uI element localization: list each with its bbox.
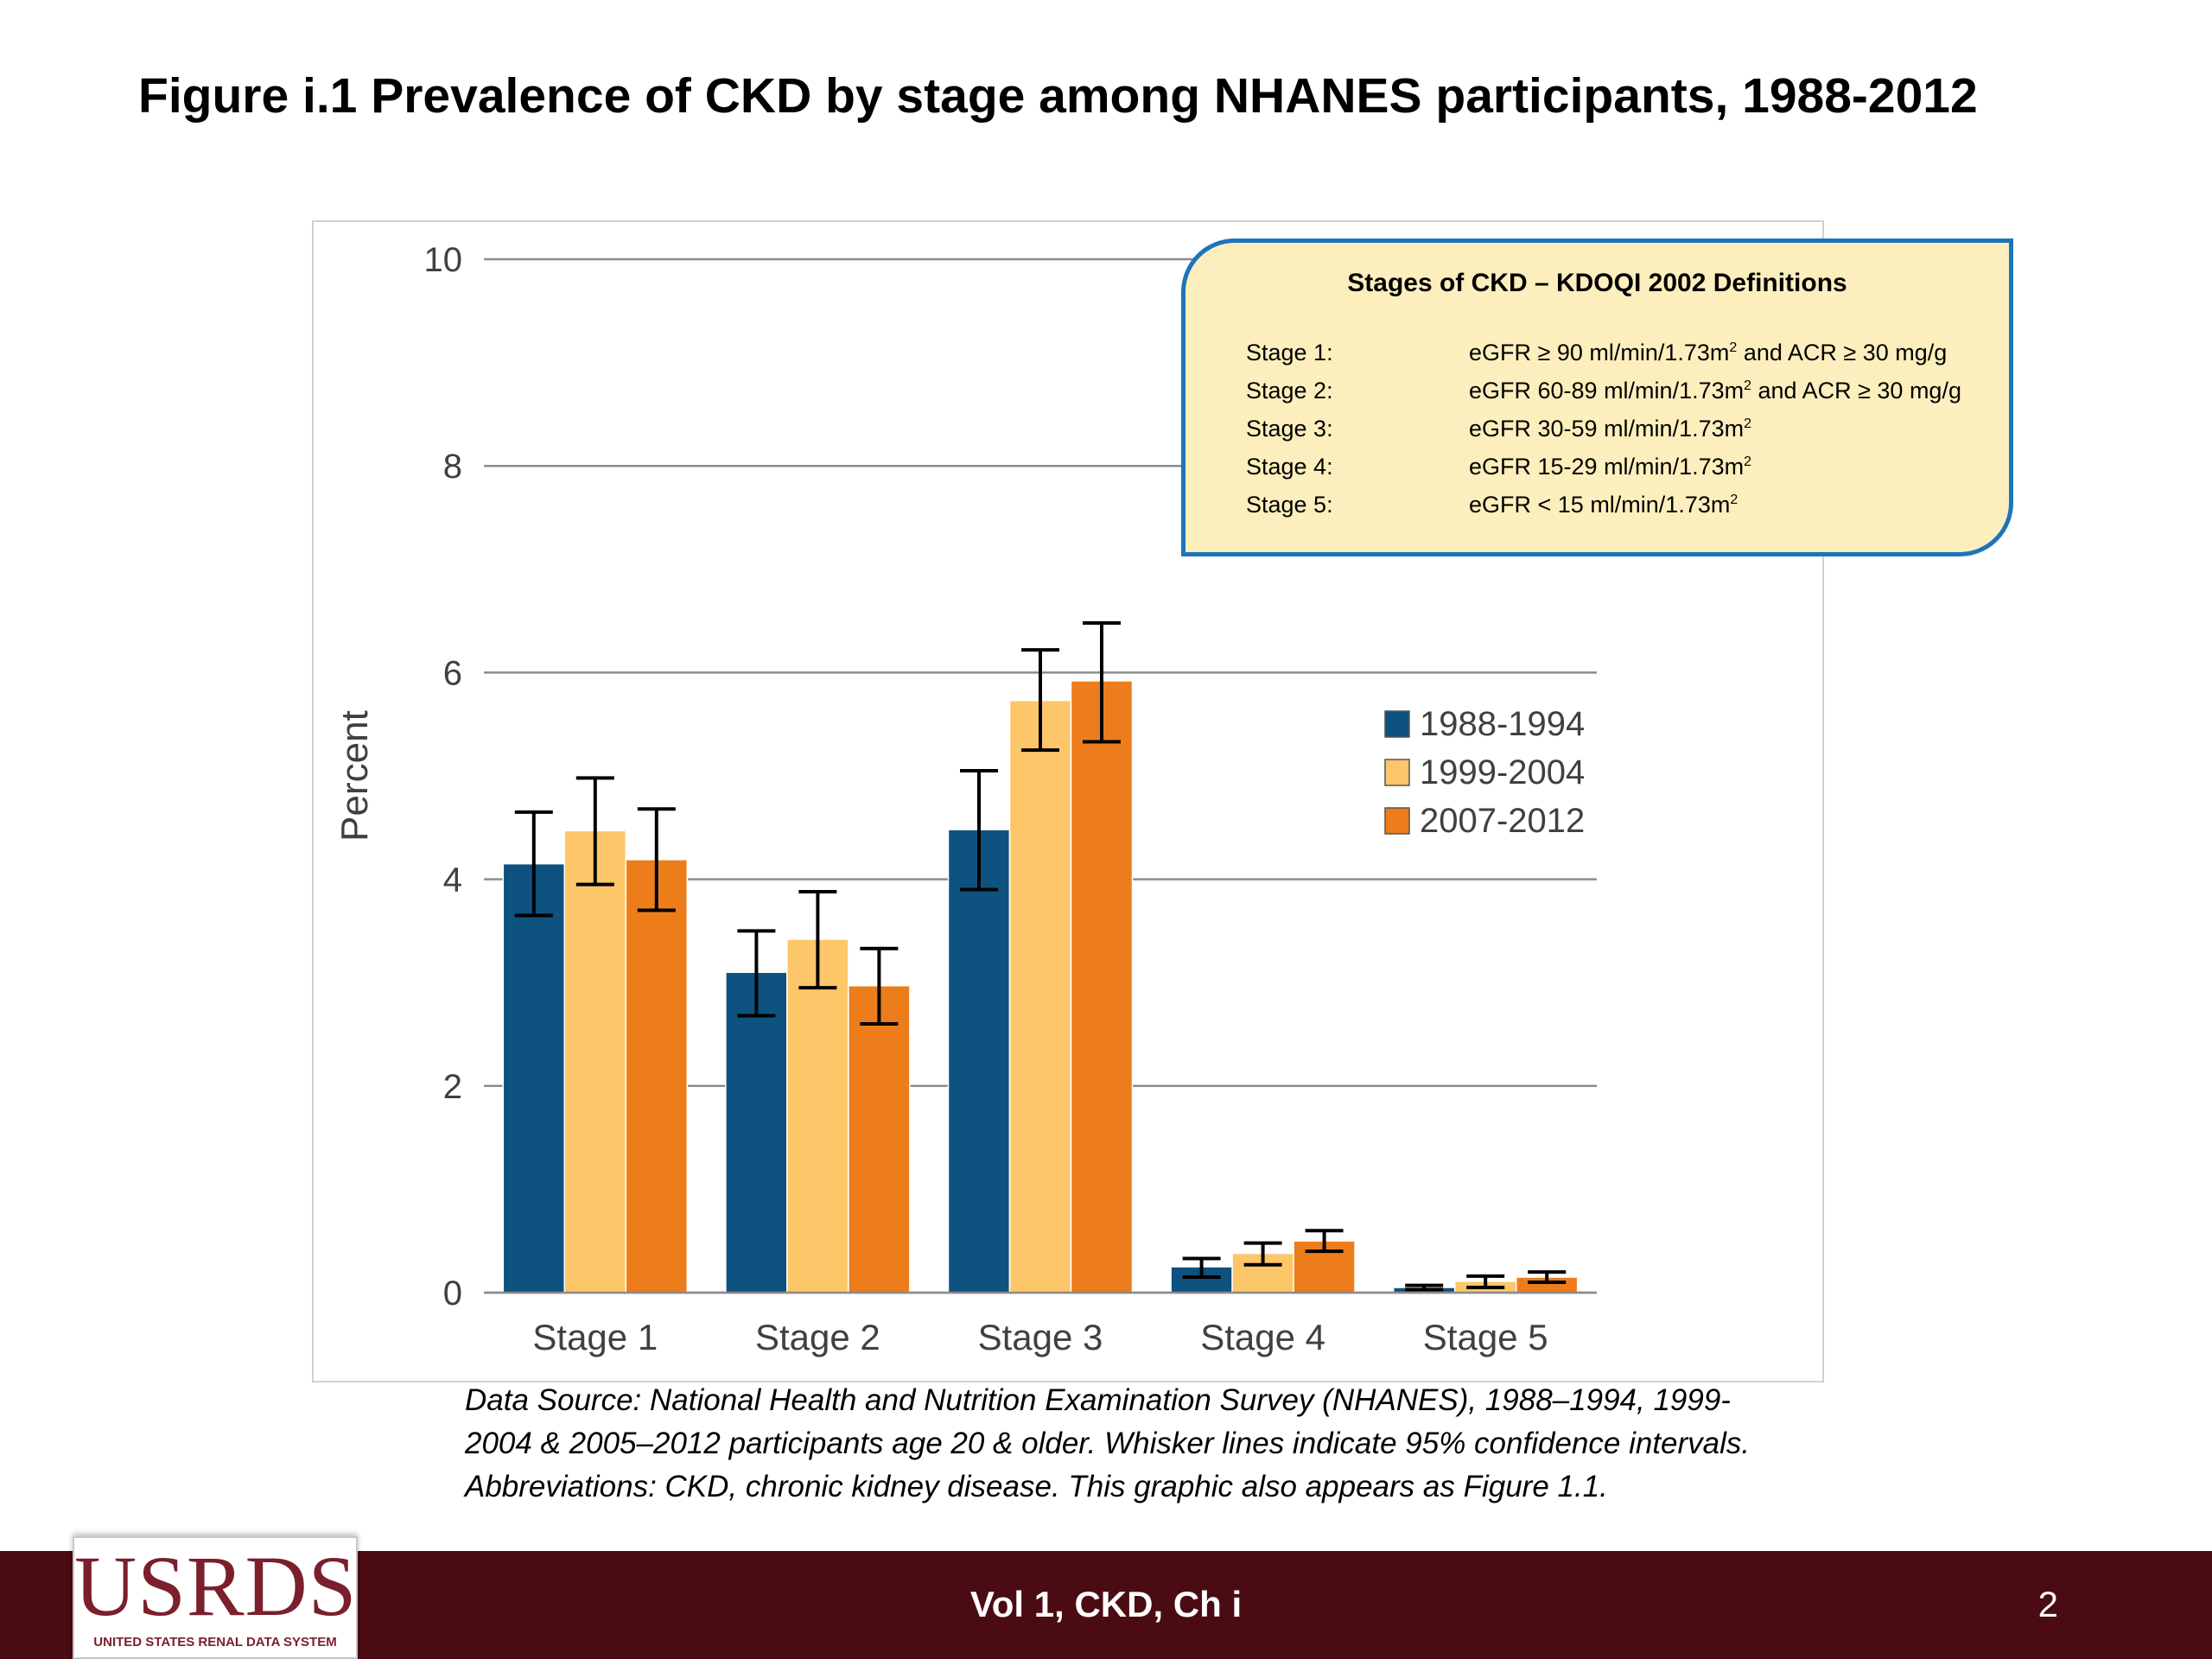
plot-area-border — [312, 220, 1824, 1382]
legend-label: 1988-1994 — [1420, 705, 1585, 743]
data-source-note: Data Source: National Health and Nutriti… — [465, 1379, 1934, 1509]
bar — [848, 985, 911, 1294]
definition-text-suffix: and ACR ≥ 30 mg/g — [1751, 378, 1961, 404]
source-line: Abbreviations: CKD, chronic kidney disea… — [465, 1470, 1608, 1503]
superscript: 2 — [1744, 454, 1752, 469]
logo-subtitle: UNITED STATES RENAL DATA SYSTEM — [93, 1635, 337, 1649]
y-tick-label: 8 — [443, 448, 462, 486]
superscript: 2 — [1744, 378, 1752, 393]
x-tick-label: Stage 2 — [755, 1317, 880, 1357]
superscript: 2 — [1729, 340, 1738, 355]
ckd-definitions-box: Stages of CKD – KDOQI 2002 Definitions S… — [1181, 238, 2013, 556]
x-tick-label: Stage 3 — [978, 1317, 1103, 1357]
definition-stage-label: Stage 1: — [1246, 340, 1333, 365]
definition-text: eGFR 30-59 ml/min/1.73m — [1469, 416, 1745, 442]
bar — [1008, 699, 1072, 1294]
definition-row-stage-4: Stage 4: eGFR 15-29 ml/min/1.73m2 — [1246, 454, 1751, 480]
bar — [725, 971, 788, 1294]
superscript: 2 — [1730, 493, 1738, 507]
legend-swatch — [1384, 710, 1410, 738]
legend-label: 1999-2004 — [1420, 753, 1585, 791]
bar-chart: 0 2 4 6 8 10 Percent Stage 1 Stage 2 Stage 3 Stage… — [312, 220, 1824, 1382]
bar — [625, 859, 689, 1294]
x-tick-label: Stage 1 — [532, 1317, 658, 1357]
bar — [1070, 680, 1134, 1294]
definition-text-suffix: and ACR ≥ 30 mg/g — [1737, 340, 1948, 365]
bar — [947, 829, 1011, 1294]
definition-row-stage-1: Stage 1: eGFR ≥ 90 ml/min/1.73m2 and ACR … — [1246, 340, 1947, 366]
legend-label: 2007-2012 — [1420, 802, 1585, 840]
y-tick-label: 4 — [443, 861, 462, 899]
source-line: Data Source: National Health and Nutriti… — [465, 1383, 1731, 1417]
superscript: 2 — [1744, 416, 1752, 431]
figure-title: Figure i.1 Prevalence of CKD by stage am… — [138, 68, 1978, 124]
y-axis-label: Percent — [334, 710, 376, 842]
definition-row-stage-5: Stage 5: eGFR < 15 ml/min/1.73m2 — [1246, 492, 1738, 518]
definition-stage-label: Stage 2: — [1246, 378, 1333, 404]
y-tick-label: 2 — [443, 1068, 462, 1106]
logo-wordmark: USRDS — [74, 1538, 358, 1634]
definition-row-stage-2: Stage 2: eGFR 60-89 ml/min/1.73m2 and ACR… — [1246, 378, 1961, 404]
bar — [563, 830, 627, 1294]
y-tick-label: 6 — [443, 654, 462, 692]
page-number: 2 — [2037, 1584, 2058, 1624]
definition-text: eGFR ≥ 90 ml/min/1.73m — [1469, 340, 1730, 365]
definition-stage-label: Stage 5: — [1246, 492, 1333, 518]
x-tick-label: Stage 5 — [1423, 1317, 1548, 1357]
definitions-heading: Stages of CKD – KDOQI 2002 Definitions — [1347, 269, 1847, 297]
definition-text: eGFR 15-29 ml/min/1.73m — [1469, 454, 1745, 480]
footer-volume-label: Vol 1, CKD, Ch i — [969, 1584, 1243, 1624]
definition-stage-label: Stage 4: — [1246, 454, 1333, 480]
footer-bar: Vol 1, CKD, Ch i 2 — [0, 1551, 2212, 1659]
usrds-logo: USRDS UNITED STATES RENAL DATA SYSTEM — [73, 1536, 358, 1659]
legend-swatch — [1384, 807, 1410, 835]
y-tick-label: 10 — [424, 241, 463, 279]
source-line: 2004 & 2005–2012 participants age 20 & o… — [465, 1427, 1751, 1460]
bar — [502, 862, 566, 1294]
legend-swatch — [1384, 759, 1410, 786]
definition-stage-label: Stage 3: — [1246, 416, 1333, 442]
bar — [786, 938, 849, 1294]
x-tick-label: Stage 4 — [1200, 1317, 1325, 1357]
definition-text: eGFR 60-89 ml/min/1.73m — [1469, 378, 1745, 404]
definition-row-stage-3: Stage 3: eGFR 30-59 ml/min/1.73m2 — [1246, 416, 1751, 442]
y-tick-label: 0 — [443, 1274, 462, 1313]
definition-text: eGFR < 15 ml/min/1.73m — [1469, 492, 1731, 518]
